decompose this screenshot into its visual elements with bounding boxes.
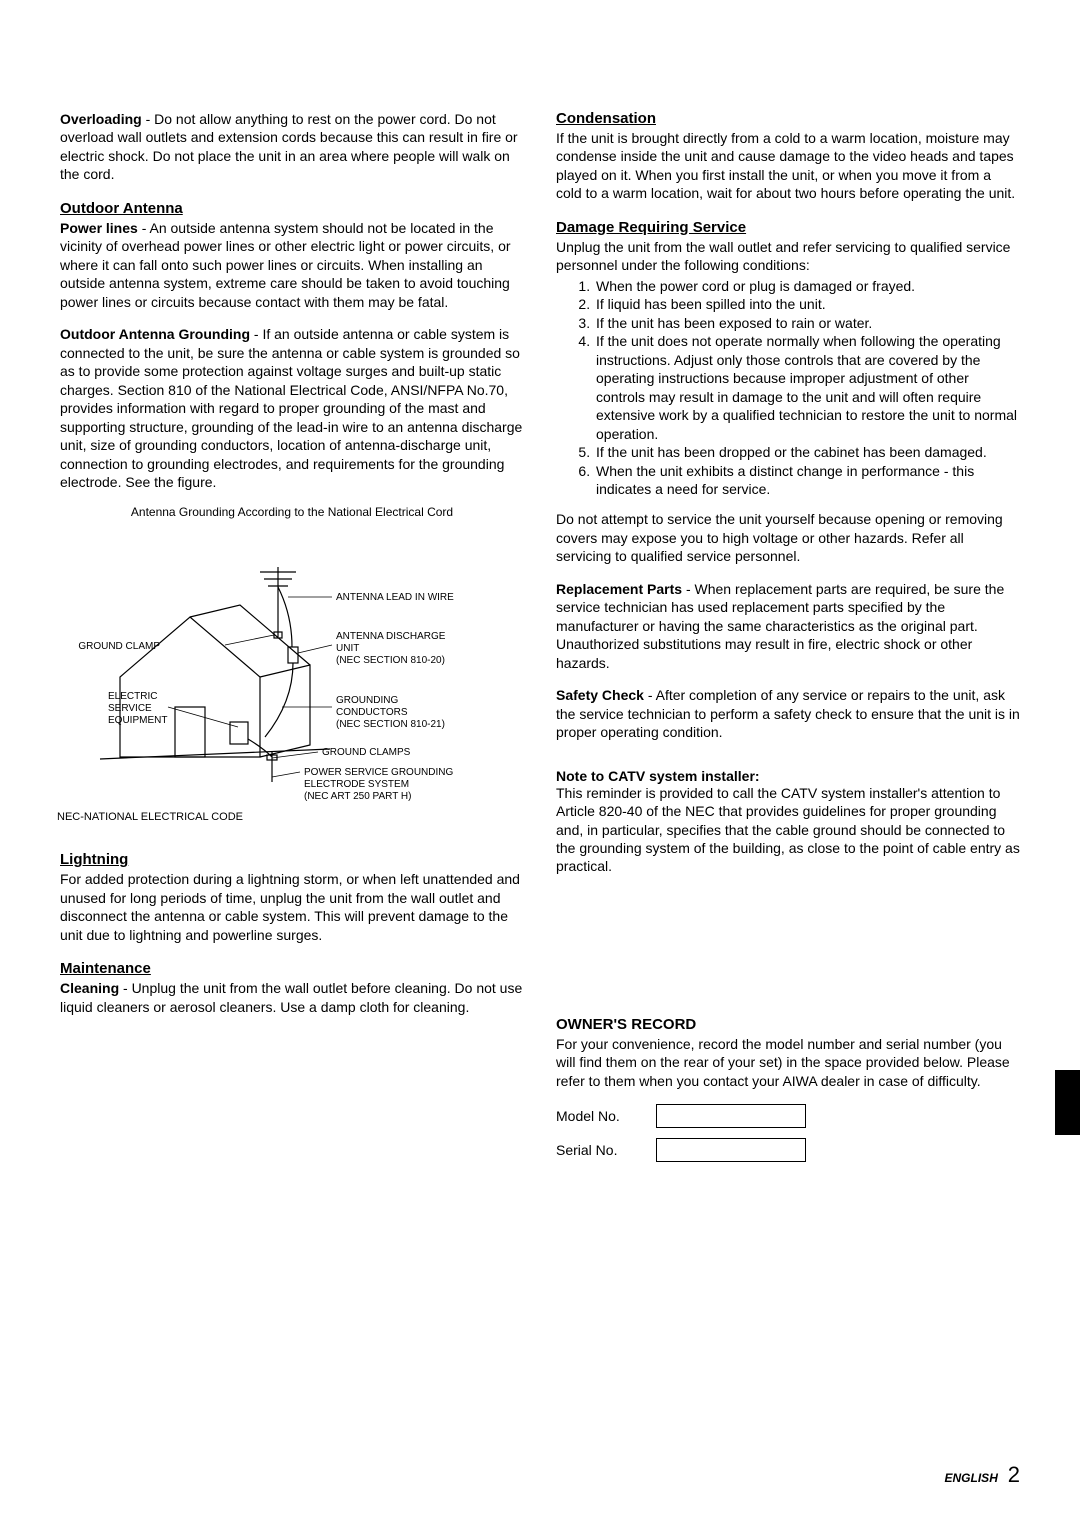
diagram-label-electric3: EQUIPMENT xyxy=(108,715,167,726)
cleaning-label: Cleaning xyxy=(60,980,119,996)
damage-outro: Do not attempt to service the unit yours… xyxy=(556,510,1020,565)
side-tab xyxy=(1055,1070,1080,1135)
model-input-box[interactable] xyxy=(656,1104,806,1128)
footer-page-number: 2 xyxy=(1008,1462,1020,1487)
damage-list: When the power cord or plug is damaged o… xyxy=(594,277,1020,499)
serial-row: Serial No. xyxy=(556,1138,1020,1162)
diagram-label-power3: (NEC ART 250 PART H) xyxy=(304,791,411,802)
diagram-label-clamps: GROUND CLAMPS xyxy=(322,747,411,758)
cleaning-paragraph: Cleaning - Unplug the unit from the wall… xyxy=(60,979,524,1016)
antenna-grounding-text: - If an outside antenna or cable system … xyxy=(60,326,522,490)
overloading-label: Overloading xyxy=(60,111,142,127)
left-column: Overloading - Do not allow anything to r… xyxy=(60,110,524,1162)
diagram-label-conductors2: CONDUCTORS xyxy=(336,707,408,718)
owners-record-heading: OWNER'S RECORD xyxy=(556,1016,1020,1033)
safety-check-paragraph: Safety Check - After completion of any s… xyxy=(556,686,1020,741)
lightning-heading: Lightning xyxy=(60,851,524,868)
antenna-grounding-label: Outdoor Antenna Grounding xyxy=(60,326,250,342)
diagram-label-power2: ELECTRODE SYSTEM xyxy=(304,779,409,790)
lightning-text: For added protection during a lightning … xyxy=(60,870,524,944)
power-lines-paragraph: Power lines - An outside antenna system … xyxy=(60,219,524,311)
replacement-parts-label: Replacement Parts xyxy=(556,581,682,597)
overloading-paragraph: Overloading - Do not allow anything to r… xyxy=(60,110,524,184)
catv-heading: Note to CATV system installer: xyxy=(556,768,1020,784)
owners-record-text: For your convenience, record the model n… xyxy=(556,1035,1020,1090)
model-label: Model No. xyxy=(556,1108,656,1124)
diagram-label-discharge3: (NEC SECTION 810-20) xyxy=(336,655,445,666)
page-content: Overloading - Do not allow anything to r… xyxy=(0,0,1080,1202)
owners-record: OWNER'S RECORD For your convenience, rec… xyxy=(556,1016,1020,1162)
damage-intro: Unplug the unit from the wall outlet and… xyxy=(556,238,1020,275)
condensation-text: If the unit is brought directly from a c… xyxy=(556,129,1020,203)
antenna-grounding-paragraph: Outdoor Antenna Grounding - If an outsid… xyxy=(60,325,524,491)
power-lines-label: Power lines xyxy=(60,220,138,236)
maintenance-heading: Maintenance xyxy=(60,960,524,977)
damage-item: When the unit exhibits a distinct change… xyxy=(594,462,1020,499)
catv-block: Note to CATV system installer: This remi… xyxy=(556,768,1020,876)
damage-item: If the unit has been exposed to rain or … xyxy=(594,314,1020,332)
damage-item: If the unit does not operate normally wh… xyxy=(594,332,1020,443)
diagram-label-discharge2: UNIT xyxy=(336,643,359,654)
diagram-label-conductors1: GROUNDING xyxy=(336,695,398,706)
condensation-heading: Condensation xyxy=(556,110,1020,127)
diagram-label-discharge1: ANTENNA DISCHARGE xyxy=(336,631,446,642)
antenna-diagram-svg: ANTENNA LEAD IN WIRE GROUND CLAMP ANTENN… xyxy=(60,527,520,807)
diagram-footnote: NEC-NATIONAL ELECTRICAL CODE xyxy=(57,811,524,823)
damage-item: If liquid has been spilled into the unit… xyxy=(594,295,1020,313)
catv-text: This reminder is provided to call the CA… xyxy=(556,784,1020,876)
damage-item: If the unit has been dropped or the cabi… xyxy=(594,443,1020,461)
page-footer: ENGLISH 2 xyxy=(945,1462,1020,1488)
serial-input-box[interactable] xyxy=(656,1138,806,1162)
diagram-label-leadin: ANTENNA LEAD IN WIRE xyxy=(336,592,454,603)
footer-language: ENGLISH xyxy=(945,1471,998,1485)
diagram-label-electric2: SERVICE xyxy=(108,703,152,714)
right-column: Condensation If the unit is brought dire… xyxy=(556,110,1020,1162)
outdoor-antenna-heading: Outdoor Antenna xyxy=(60,200,524,217)
diagram-label-clamp: GROUND CLAMP xyxy=(78,641,160,652)
antenna-diagram: Antenna Grounding According to the Natio… xyxy=(60,505,524,823)
serial-label: Serial No. xyxy=(556,1142,656,1158)
model-row: Model No. xyxy=(556,1104,1020,1128)
cleaning-text: - Unplug the unit from the wall outlet b… xyxy=(60,980,522,1014)
safety-check-label: Safety Check xyxy=(556,687,644,703)
diagram-caption: Antenna Grounding According to the Natio… xyxy=(60,505,524,519)
replacement-parts-paragraph: Replacement Parts - When replacement par… xyxy=(556,580,1020,672)
diagram-label-power1: POWER SERVICE GROUNDING xyxy=(304,767,453,778)
diagram-label-electric1: ELECTRIC xyxy=(108,691,157,702)
damage-item: When the power cord or plug is damaged o… xyxy=(594,277,1020,295)
diagram-label-conductors3: (NEC SECTION 810-21) xyxy=(336,719,445,730)
damage-heading: Damage Requiring Service xyxy=(556,219,1020,236)
